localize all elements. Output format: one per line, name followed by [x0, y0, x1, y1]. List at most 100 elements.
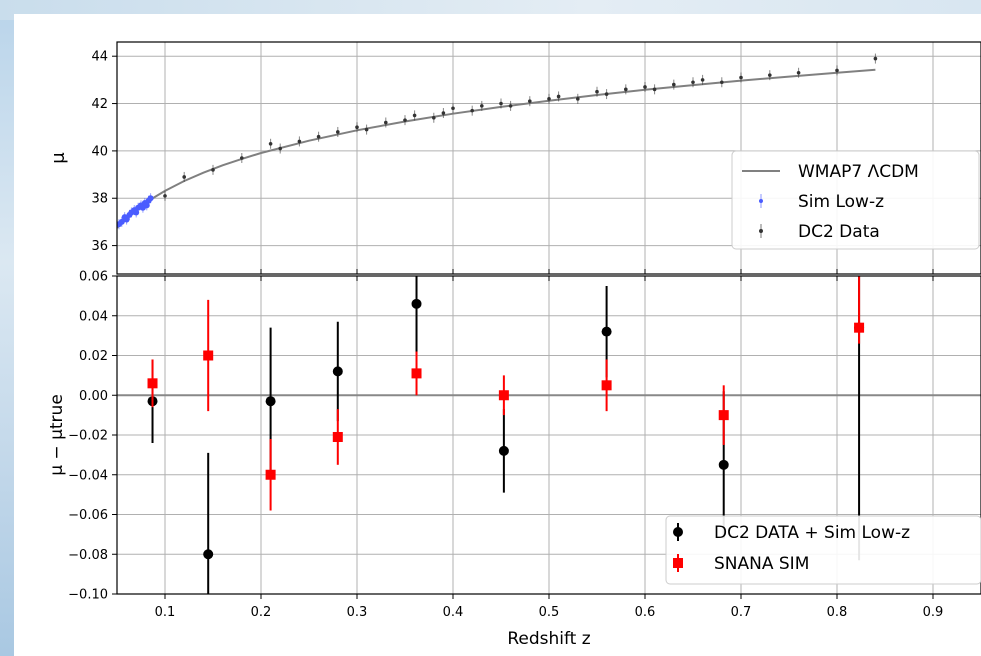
x-tick-label: 0.7	[731, 605, 752, 620]
dc2-data-point	[691, 80, 695, 85]
dc2-data-point	[403, 118, 407, 122]
legend-label-dc2-lowz: DC2 DATA + Sim Low-z	[714, 523, 910, 543]
bottom-y-axis-label: μ − μtrue	[47, 394, 67, 476]
dc2-data-point	[316, 134, 321, 139]
dc2-data-point	[768, 73, 772, 77]
bottom-data-layer	[147, 276, 865, 594]
bottom-y-tick-label: −0.02	[68, 429, 108, 444]
dc2-data-point	[499, 101, 503, 106]
dc2-data-point	[547, 97, 551, 101]
dc2-data-point	[835, 68, 839, 73]
legend-dc2-lowz-marker	[673, 527, 683, 537]
sim-lowz-point	[147, 195, 154, 202]
sim-lowz-point	[123, 216, 130, 223]
x-axis-label: Redshift z	[507, 629, 590, 649]
dc2-data-point	[364, 127, 369, 132]
dc2-lowz-point	[203, 549, 214, 560]
x-tick-label: 0.3	[347, 605, 368, 620]
x-tick-label: 0.5	[539, 605, 560, 620]
dc2-lowz-point	[498, 445, 509, 456]
dc2-data-point	[268, 141, 273, 146]
snana-sim-point	[411, 368, 422, 379]
legend-label-wmap7: WMAP7 ΛCDM	[798, 162, 919, 182]
dc2-data-point	[595, 89, 599, 94]
dc2-data-point	[796, 70, 801, 75]
dc2-data-point	[576, 97, 580, 101]
dc2-data-point	[451, 106, 455, 111]
dc2-lowz-point	[265, 396, 276, 407]
top-legend: WMAP7 ΛCDM Sim Low-z DC2 Data	[731, 150, 980, 250]
bottom-y-tick-label: −0.10	[68, 588, 108, 603]
bottom-y-tick-label: 0.06	[79, 270, 108, 285]
dc2-data-point	[604, 92, 609, 96]
x-tick-label: 0.6	[635, 605, 656, 620]
bottom-y-tick-label: 0.02	[79, 349, 108, 364]
x-tick-label: 0.4	[443, 605, 464, 620]
bottom-panel-frame	[116, 275, 981, 595]
legend-label-dc2-data: DC2 Data	[798, 222, 880, 242]
chart-svg: 0.1 0.2 0.3 0.4 0.5 0.6 0.7 0.8 0.9 36 38 40 42 44 −0.…	[47, 41, 981, 649]
top-legend-box	[731, 150, 980, 250]
bottom-y-tick-label: −0.04	[68, 468, 108, 483]
snana-sim-point	[601, 380, 612, 391]
legend-snana-marker	[673, 558, 683, 568]
bottom-y-tick-label: 0.00	[79, 389, 108, 404]
dc2-lowz-point	[601, 326, 612, 337]
bottom-y-tick-label: 0.04	[79, 309, 108, 324]
top-y-tick-label: 36	[91, 239, 108, 254]
dc2-data-point	[278, 146, 283, 151]
dc2-data-point	[700, 78, 705, 82]
dc2-data-point	[163, 194, 167, 198]
dc2-data-point	[672, 82, 676, 87]
top-y-tick-label: 44	[91, 50, 108, 65]
dc2-data-point	[211, 168, 215, 172]
legend-label-sim-lowz: Sim Low-z	[798, 192, 884, 212]
dc2-data-point	[739, 75, 743, 80]
figure: 0.1 0.2 0.3 0.4 0.5 0.6 0.7 0.8 0.9 36 38 40 42 44 −0.…	[14, 14, 981, 656]
dc2-data-point	[470, 108, 475, 113]
top-y-tick-label: 42	[91, 97, 108, 112]
snana-sim-point	[498, 390, 509, 401]
snana-sim-point	[718, 410, 729, 421]
dc2-data-point	[652, 87, 657, 92]
dc2-data-point	[480, 104, 484, 108]
snana-sim-point	[147, 378, 158, 389]
top-y-tick-label: 40	[91, 144, 108, 159]
snana-sim-point	[854, 322, 865, 333]
dc2-data-point	[643, 85, 647, 89]
top-panel-frame	[116, 41, 981, 275]
dc2-data-point	[528, 99, 532, 103]
dc2-data-point	[624, 87, 628, 92]
dc2-data-point	[182, 175, 186, 179]
sim-lowz-point	[118, 218, 125, 225]
x-tick-label: 0.2	[251, 605, 272, 620]
top-data-layer	[117, 53, 878, 230]
dc2-lowz-point	[332, 366, 343, 377]
dc2-data-point	[432, 115, 436, 120]
dc2-data-point	[873, 56, 878, 61]
top-y-tick-label: 38	[91, 192, 108, 207]
dc2-lowz-point	[718, 459, 729, 470]
dc2-data-point	[240, 156, 244, 160]
dc2-data-point	[720, 80, 724, 85]
dc2-data-point	[556, 94, 561, 99]
dc2-data-point	[412, 113, 417, 118]
dc2-data-point	[441, 111, 446, 115]
tick-layer: 0.1 0.2 0.3 0.4 0.5 0.6 0.7 0.8 0.9 36 38 40 42 44 −0.…	[68, 50, 943, 620]
x-tick-label: 0.9	[923, 605, 944, 620]
bottom-legend: DC2 DATA + Sim Low-z SNANA SIM	[665, 515, 981, 585]
legend-sim-lowz-marker	[759, 199, 763, 203]
bottom-y-tick-label: −0.06	[68, 508, 108, 523]
x-tick-label: 0.8	[827, 605, 848, 620]
dc2-data-point	[384, 120, 388, 125]
snana-sim-point	[265, 469, 276, 480]
top-y-axis-label: μ	[48, 152, 69, 164]
x-tick-label: 0.1	[155, 605, 176, 620]
dc2-lowz-point	[411, 298, 422, 309]
legend-label-snana: SNANA SIM	[714, 554, 809, 574]
bottom-y-tick-label: −0.08	[68, 548, 108, 563]
dc2-data-point	[355, 125, 359, 130]
legend-dc2-marker	[759, 229, 763, 233]
snana-sim-point	[332, 431, 343, 442]
snana-sim-point	[203, 350, 214, 361]
